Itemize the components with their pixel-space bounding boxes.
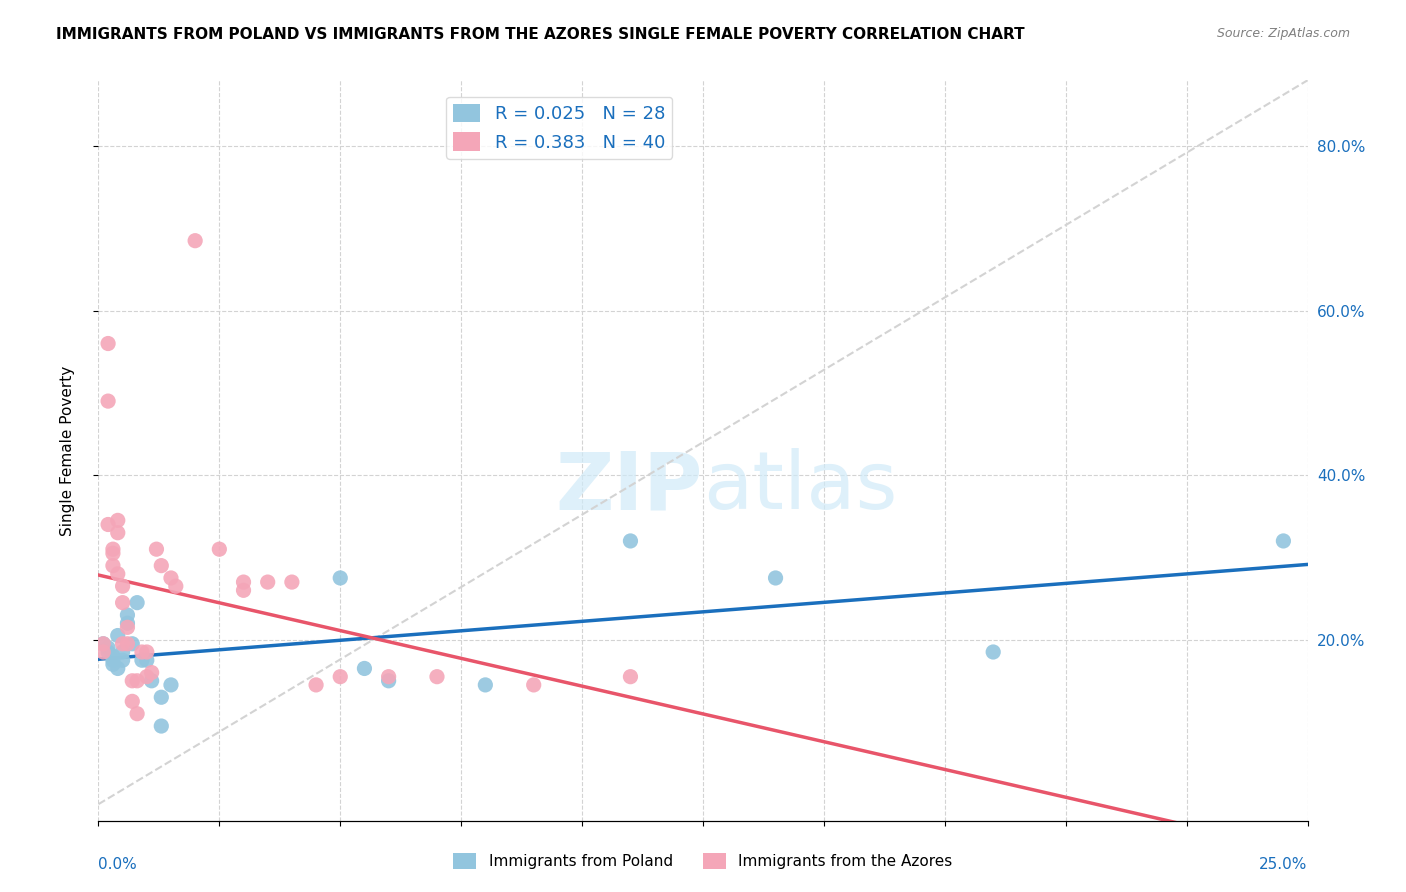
Text: ZIP: ZIP [555,449,703,526]
Point [131,645,153,659]
Point [329,571,352,585]
Point [121,673,143,688]
Y-axis label: Single Female Poverty: Single Female Poverty [60,366,75,535]
Point [305,678,328,692]
Point [127,673,149,688]
Point [97,645,120,659]
Point [107,661,129,675]
Point [329,670,352,684]
Point [97,394,120,409]
Point [127,706,149,721]
Point [97,640,120,655]
Point [101,649,124,664]
Point [474,678,496,692]
Point [150,690,173,705]
Point [377,673,399,688]
Point [107,513,129,527]
Point [232,583,254,598]
Point [91,645,114,659]
Point [107,525,129,540]
Point [135,653,157,667]
Legend: R = 0.025   N = 28, R = 0.383   N = 40: R = 0.025 N = 28, R = 0.383 N = 40 [446,96,672,159]
Point [150,558,173,573]
Point [117,637,139,651]
Point [101,657,124,672]
Point [111,637,134,651]
Point [111,653,134,667]
Point [165,579,187,593]
Point [145,542,167,557]
Point [256,575,278,590]
Point [107,566,129,581]
Point [1272,533,1295,548]
Point [111,596,134,610]
Point [160,678,183,692]
Point [91,637,114,651]
Point [377,670,399,684]
Point [184,234,207,248]
Point [426,670,449,684]
Point [91,637,114,651]
Point [117,607,139,622]
Point [523,678,546,692]
Point [141,665,163,680]
Point [150,719,173,733]
Point [101,558,124,573]
Point [121,637,143,651]
Text: IMMIGRANTS FROM POLAND VS IMMIGRANTS FROM THE AZORES SINGLE FEMALE POVERTY CORRE: IMMIGRANTS FROM POLAND VS IMMIGRANTS FRO… [56,27,1025,42]
Point [208,542,231,557]
Point [981,645,1004,659]
Text: 0.0%: 0.0% [98,856,138,871]
Point [232,575,254,590]
Point [111,579,134,593]
Point [117,620,139,634]
Point [97,336,120,351]
Point [135,645,157,659]
Point [101,653,124,667]
Text: 25.0%: 25.0% [1260,856,1308,871]
Point [141,673,163,688]
Point [135,670,157,684]
Point [107,628,129,642]
Legend: Immigrants from Poland, Immigrants from the Azores: Immigrants from Poland, Immigrants from … [447,847,959,875]
Point [353,661,375,675]
Point [160,571,183,585]
Point [281,575,304,590]
Point [101,542,124,557]
Point [127,596,149,610]
Text: Source: ZipAtlas.com: Source: ZipAtlas.com [1216,27,1350,40]
Point [111,645,134,659]
Text: atlas: atlas [703,449,897,526]
Point [101,546,124,560]
Point [765,571,787,585]
Point [619,533,641,548]
Point [619,670,641,684]
Point [97,517,120,532]
Point [121,694,143,708]
Point [131,653,153,667]
Point [117,616,139,631]
